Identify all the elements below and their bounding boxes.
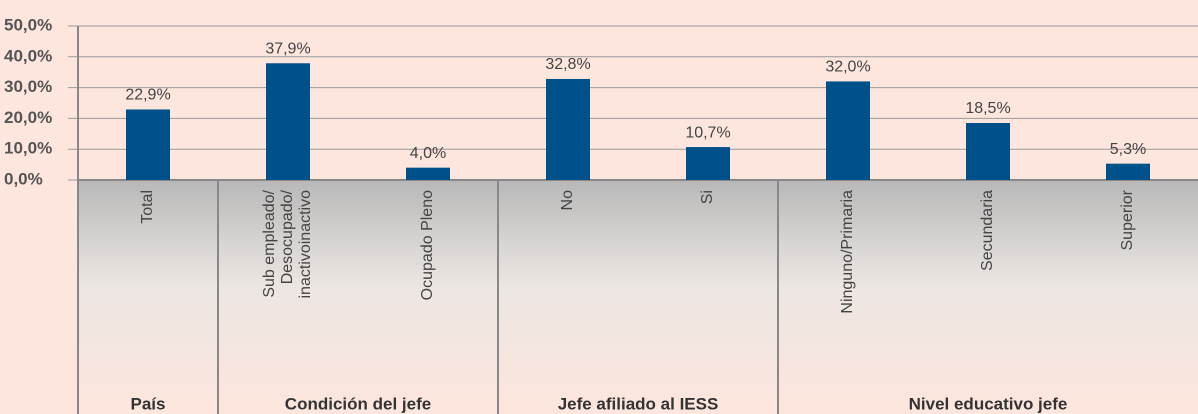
x-tick-label: Superior [1119, 189, 1136, 250]
bar [406, 167, 450, 180]
value-label: 10,7% [685, 124, 730, 141]
bar [266, 63, 310, 180]
value-label: 37,9% [265, 40, 310, 57]
x-tick-label: Sub empleado/Desocupado/inactivoinactivo [261, 189, 314, 298]
label-area [78, 180, 1198, 414]
value-label: 5,3% [1110, 141, 1146, 158]
x-tick-line: Si [699, 190, 716, 204]
x-tick-label: Ocupado Pleno [419, 190, 436, 300]
group-label: País [131, 394, 166, 413]
x-tick-label: No [559, 190, 576, 211]
x-tick-line: No [559, 190, 576, 211]
y-tick-label: 0,0% [4, 169, 43, 188]
x-tick-line: Total [139, 190, 156, 224]
x-tick-line: Superior [1119, 189, 1136, 250]
value-label: 18,5% [965, 100, 1010, 117]
bar [686, 147, 730, 180]
bar [1106, 163, 1150, 180]
value-label: 22,9% [125, 87, 170, 104]
group-label: Nivel educativo jefe [909, 394, 1068, 413]
value-label: 32,8% [545, 56, 590, 73]
bar [826, 81, 870, 180]
value-label: 4,0% [410, 145, 446, 162]
y-tick-label: 20,0% [4, 108, 52, 127]
x-tick-line: Sub empleado/ [261, 189, 278, 297]
x-tick-line: Ninguno/Primaria [839, 190, 856, 314]
x-tick-label: Secundaria [979, 190, 996, 271]
x-tick-line: Desocupado/ [279, 189, 296, 284]
y-tick-label: 50,0% [4, 15, 52, 34]
group-label: Jefe afiliado al IESS [558, 394, 719, 413]
x-tick-line: Ocupado Pleno [419, 190, 436, 300]
x-tick-line: Secundaria [979, 190, 996, 271]
bar [546, 78, 590, 180]
x-tick-line: inactivoinactivo [297, 190, 314, 299]
x-tick-label: Total [139, 190, 156, 224]
bar [966, 123, 1010, 180]
bar [126, 109, 170, 180]
group-label: Condición del jefe [285, 394, 431, 413]
x-tick-label: Ninguno/Primaria [839, 190, 856, 314]
y-tick-label: 40,0% [4, 46, 52, 65]
y-tick-label: 30,0% [4, 77, 52, 96]
x-tick-label: Si [699, 190, 716, 204]
value-label: 32,0% [825, 59, 870, 76]
y-tick-label: 10,0% [4, 139, 52, 158]
